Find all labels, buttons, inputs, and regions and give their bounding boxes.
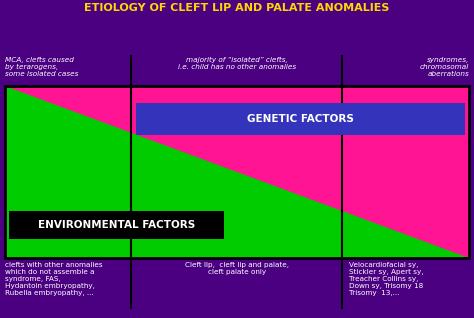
- Bar: [9, 211, 224, 238]
- Text: MCA, clefts caused
by terarogens,
some isolated cases: MCA, clefts caused by terarogens, some i…: [5, 57, 78, 78]
- Text: majority of “isolated” clefts,
i.e. child has no other anomalies: majority of “isolated” clefts, i.e. chil…: [178, 57, 296, 70]
- Text: syndromes,
chromosomal
aberrations: syndromes, chromosomal aberrations: [420, 57, 469, 77]
- Text: Cleft lip,  cleft lip and palate,
cleft palate only: Cleft lip, cleft lip and palate, cleft p…: [185, 262, 289, 275]
- Text: ENVIRONMENTAL FACTORS: ENVIRONMENTAL FACTORS: [38, 220, 196, 230]
- Text: ETIOLOGY OF CLEFT LIP AND PALATE ANOMALIES: ETIOLOGY OF CLEFT LIP AND PALATE ANOMALI…: [84, 3, 390, 13]
- Text: Velocardiofacial sy,
Stickler sy, Apert sy,
Treacher Collins sy,
Down sy, Trisom: Velocardiofacial sy, Stickler sy, Apert …: [349, 262, 424, 296]
- Polygon shape: [5, 86, 469, 258]
- Bar: [136, 103, 465, 135]
- Bar: [5, 86, 469, 258]
- Text: GENETIC FACTORS: GENETIC FACTORS: [247, 114, 354, 124]
- Bar: [5, 86, 469, 258]
- Text: clefts with other anomalies
which do not assemble a
syndrome, FAS,
Hydantoin emb: clefts with other anomalies which do not…: [5, 262, 102, 296]
